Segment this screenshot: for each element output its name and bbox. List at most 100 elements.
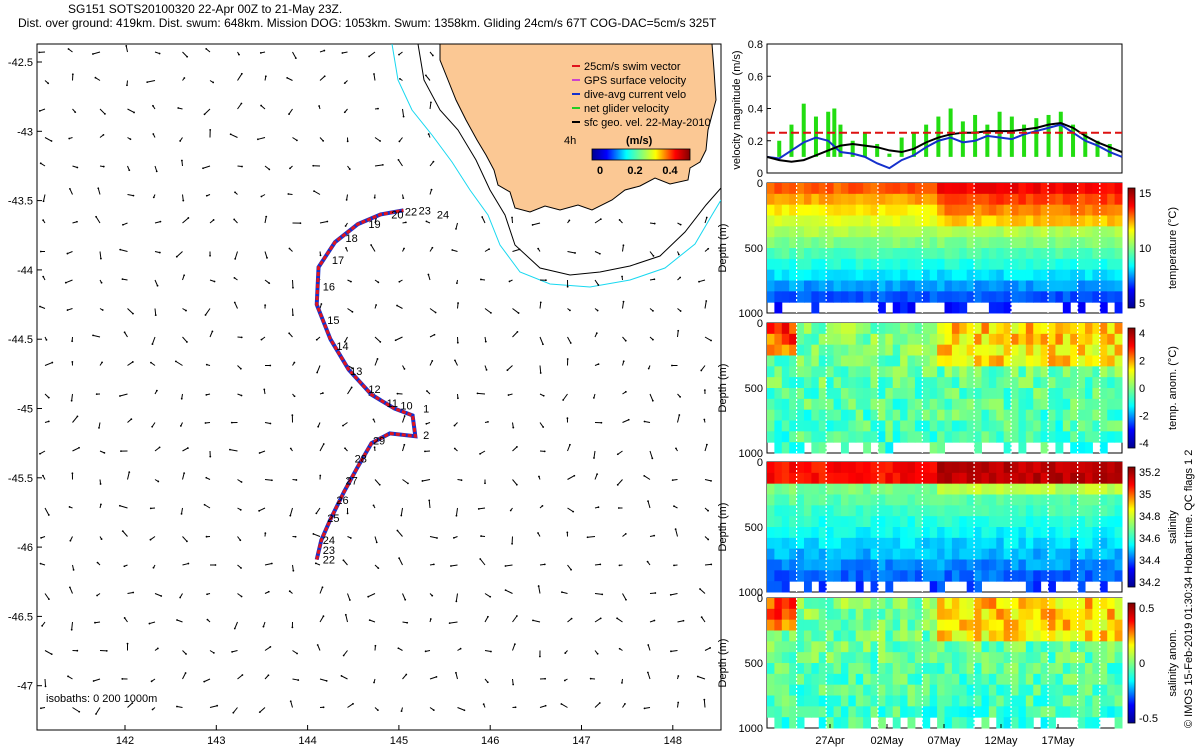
current-arrow-head xyxy=(398,53,400,56)
current-arrow xyxy=(649,450,653,459)
heatmap-cell xyxy=(959,183,968,195)
heatmap-cell xyxy=(1099,505,1108,517)
current-arrow-head xyxy=(42,200,45,203)
heatmap-cell xyxy=(1062,258,1071,271)
heatmap-cell xyxy=(1107,684,1116,696)
heatmap-cell xyxy=(767,204,775,216)
heatmap-cell xyxy=(1099,570,1108,582)
heatmap-cell xyxy=(959,598,968,610)
heatmap-cell xyxy=(1048,641,1056,653)
current-arrow-head xyxy=(643,707,646,710)
current-arrow xyxy=(346,194,348,200)
heatmap-cell xyxy=(1040,193,1049,206)
heatmap-cell xyxy=(1114,388,1123,400)
heatmap-cell xyxy=(944,237,953,249)
heatmap-cell xyxy=(877,663,886,675)
heatmap-cell xyxy=(803,344,812,356)
heatmap-cell xyxy=(900,420,909,432)
heatmap-cell xyxy=(1070,344,1079,356)
current-arrow xyxy=(594,279,599,286)
heatmap-cell xyxy=(1011,323,1019,335)
current-arrow-head xyxy=(176,705,178,708)
heatmap-cell xyxy=(944,280,953,292)
heatmap-cell xyxy=(1107,598,1116,610)
heatmap-cell xyxy=(907,608,916,621)
heatmap-cell xyxy=(914,323,923,335)
heatmap-cell xyxy=(951,388,960,400)
heatmap-cell xyxy=(1085,559,1093,571)
heatmap-cell xyxy=(803,684,812,696)
heatmap-cell xyxy=(1018,269,1027,281)
heatmap-cell xyxy=(767,248,775,260)
current-arrow xyxy=(209,705,218,708)
heatmap-cell xyxy=(803,280,812,292)
heatmap-cell xyxy=(900,641,909,653)
current-arrow-head xyxy=(569,309,571,312)
heatmap-cell xyxy=(803,630,812,642)
heatmap-cell xyxy=(951,269,960,281)
heatmap-cell xyxy=(1114,630,1123,642)
heatmap-cell xyxy=(981,431,990,443)
heatmap-cell xyxy=(922,695,931,707)
heatmap-cell xyxy=(826,527,835,539)
heatmap-cell xyxy=(922,527,931,539)
heatmap-cell xyxy=(1048,377,1056,389)
heatmap-cell xyxy=(1040,673,1049,686)
heatmap-cell xyxy=(1003,291,1012,303)
current-arrow xyxy=(429,102,432,110)
current-arrow xyxy=(182,336,188,343)
heatmap-cell xyxy=(981,717,990,729)
heatmap-cell xyxy=(803,581,812,593)
heatmap-cell xyxy=(1040,641,1049,653)
heatmap-cell xyxy=(1077,663,1086,675)
heatmap-cell xyxy=(811,462,820,474)
heatmap-cell xyxy=(1114,608,1123,621)
heatmap-cell xyxy=(840,248,849,260)
heatmap-cell xyxy=(870,684,879,696)
heatmap-cell xyxy=(774,366,783,378)
current-arrow xyxy=(182,563,189,566)
heatmap-cell xyxy=(833,366,842,378)
heatmap-cell xyxy=(1048,598,1056,610)
current-arrow-head xyxy=(182,199,185,202)
current-arrow-head xyxy=(508,280,511,283)
heatmap-cell xyxy=(1077,388,1086,400)
current-arrow-head xyxy=(670,650,672,653)
current-arrow-head xyxy=(406,621,409,624)
heatmap-cell xyxy=(877,673,886,686)
current-arrow xyxy=(484,593,491,598)
heatmap-cell xyxy=(929,630,938,642)
current-arrow-head xyxy=(511,216,513,219)
current-arrow-head xyxy=(150,361,152,364)
colorbar-tick-label: -2 xyxy=(1139,411,1149,423)
heatmap-cell xyxy=(781,323,790,335)
heatmap-cell xyxy=(1003,598,1012,610)
heatmap-cell xyxy=(855,431,864,443)
heatmap-cell xyxy=(1077,183,1086,195)
heatmap-cell xyxy=(988,559,997,571)
heatmap-cell xyxy=(944,548,953,560)
heatmap-cell xyxy=(900,398,909,411)
current-arrow-head xyxy=(373,196,376,199)
current-arrow xyxy=(505,589,513,594)
heatmap-cell xyxy=(1099,537,1108,550)
heatmap-cell xyxy=(1085,684,1093,696)
heatmap-cell xyxy=(966,494,975,506)
heatmap-cell xyxy=(1040,366,1049,378)
heatmap-cell xyxy=(855,204,864,216)
heatmap-cell xyxy=(833,494,842,506)
heatmap-cell xyxy=(789,204,798,216)
heatmap-cell xyxy=(996,516,1005,528)
current-arrow-head xyxy=(289,700,292,703)
heatmap-cell xyxy=(1085,472,1093,485)
current-arrow-head xyxy=(186,55,189,58)
heatmap-cell xyxy=(1099,204,1108,216)
current-arrow xyxy=(176,706,183,708)
heatmap-cell xyxy=(907,483,916,495)
heatmap-cell xyxy=(1107,431,1116,443)
heatmap-cell xyxy=(1077,302,1086,314)
current-arrow-head xyxy=(312,533,315,535)
heatmap-cell xyxy=(966,516,975,528)
heatmap-cell xyxy=(774,420,783,432)
heatmap-cell xyxy=(818,652,827,664)
